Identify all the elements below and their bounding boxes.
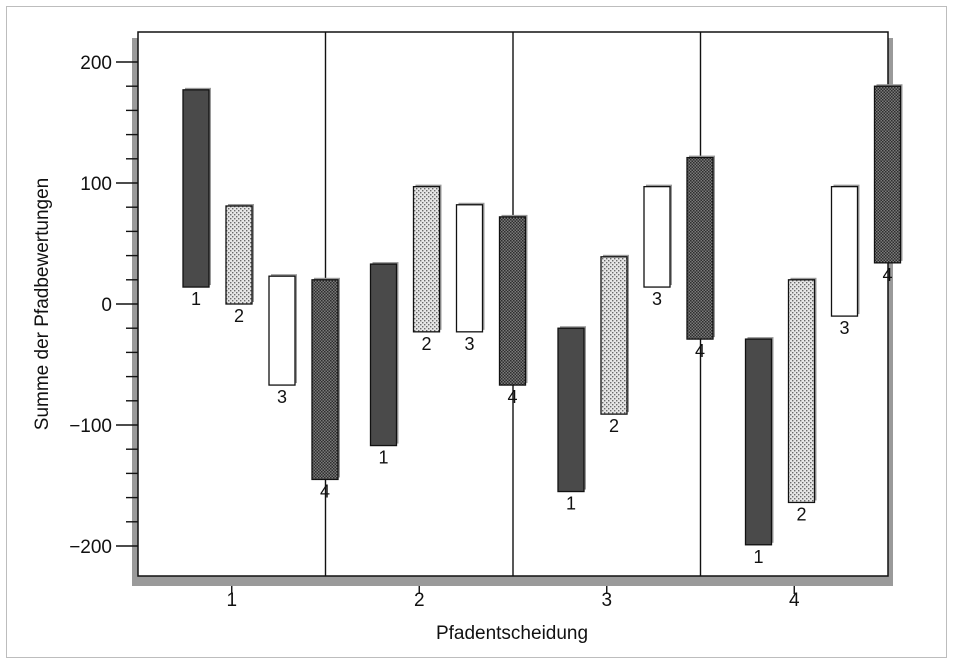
y-tick-label: 200 xyxy=(80,53,112,74)
range-bar xyxy=(830,185,859,317)
y-tick-label: 100 xyxy=(80,174,112,195)
y-axis: 200 100 0 −100 −200 xyxy=(69,53,138,558)
range-bar xyxy=(873,85,902,264)
bar-label: 4 xyxy=(882,265,892,285)
range-bar xyxy=(268,275,296,386)
bar-label: 3 xyxy=(277,387,287,407)
range-bar xyxy=(182,89,210,288)
bar-label: 1 xyxy=(753,547,763,567)
range-bar xyxy=(498,216,527,386)
bar-label: 4 xyxy=(695,341,705,361)
range-bar xyxy=(557,327,585,493)
x-axis-title: Pfadentscheidung xyxy=(436,623,588,644)
range-bar xyxy=(787,279,816,504)
bar-label: 1 xyxy=(191,289,201,309)
range-bar xyxy=(686,156,714,340)
range-bar xyxy=(412,185,441,333)
range-bar xyxy=(369,263,398,447)
x-axis: 1 2 3 4 xyxy=(226,586,800,611)
bar-label: 3 xyxy=(464,334,474,354)
x-tick-label: 3 xyxy=(601,590,612,611)
y-axis-title: Summe der Pfadbewertungen xyxy=(32,178,53,430)
bar-label: 3 xyxy=(839,318,849,338)
range-bar xyxy=(311,279,339,481)
bar-label: 4 xyxy=(320,481,330,501)
range-bar xyxy=(455,204,484,333)
bar-label: 1 xyxy=(378,448,388,468)
bar-label: 1 xyxy=(566,494,576,514)
range-bar xyxy=(744,338,773,546)
bars: 1 2 3 4 1 2 3 4 1 2 3 4 1 2 3 4 xyxy=(182,84,903,567)
bar-label: 2 xyxy=(796,504,806,524)
bar-label: 4 xyxy=(507,387,517,407)
y-tick-label: 0 xyxy=(101,295,112,316)
x-tick-label: 4 xyxy=(789,590,800,611)
bar-label: 2 xyxy=(421,334,431,354)
range-bar xyxy=(225,205,253,305)
bar-label: 3 xyxy=(652,289,662,309)
bar-label: 2 xyxy=(609,416,619,436)
x-tick-label: 1 xyxy=(226,590,237,611)
y-tick-label: −100 xyxy=(69,416,112,437)
range-bar xyxy=(643,185,671,288)
y-tick-label: −200 xyxy=(69,537,112,558)
range-bar xyxy=(600,256,628,415)
bar-label: 2 xyxy=(234,306,244,326)
x-tick-label: 2 xyxy=(414,590,425,611)
figure-frame xyxy=(6,6,947,658)
